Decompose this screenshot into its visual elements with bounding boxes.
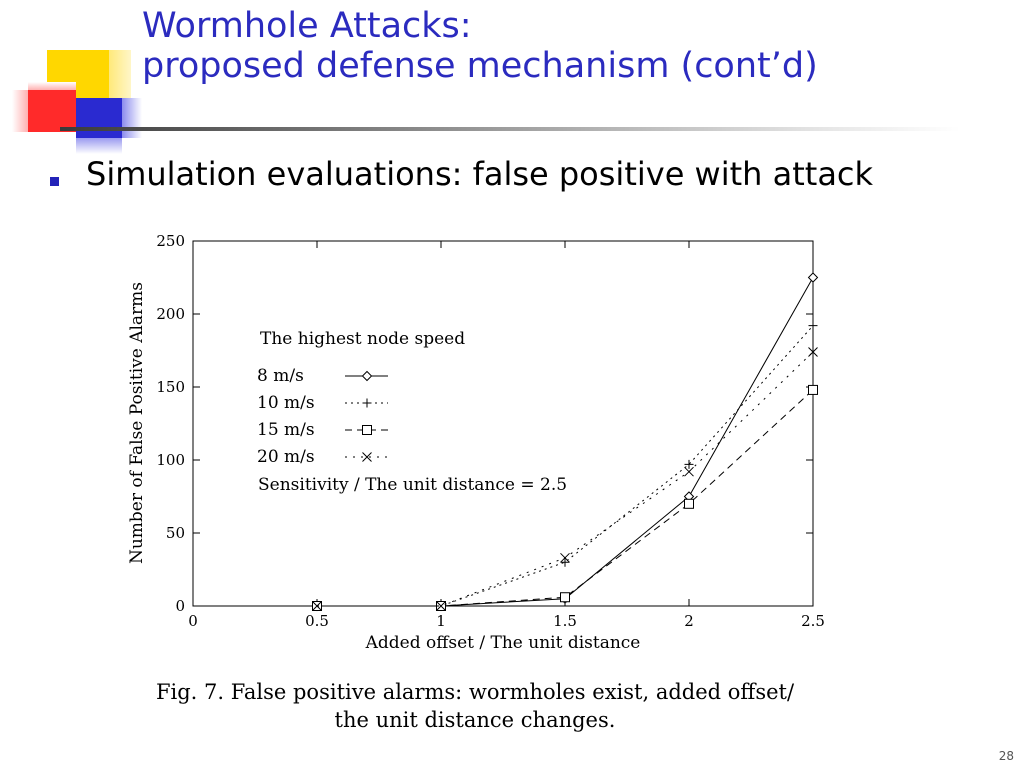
x-tick-label: 2 <box>684 612 694 630</box>
legend: The highest node speed 8 m/s 10 m/s 15 m/s… <box>257 329 465 467</box>
series-line-2 <box>317 389 814 607</box>
data-point-plus <box>362 398 372 408</box>
legend-label: 20 m/s <box>257 447 315 467</box>
slide-title: Wormhole Attacks: proposed defense mecha… <box>142 6 818 86</box>
title-line-2: proposed defense mechanism (cont’d) <box>142 46 818 86</box>
x-tick-label: 1.5 <box>553 612 577 630</box>
data-point-cross <box>560 552 570 563</box>
data-point-diamond <box>361 370 373 382</box>
deco-blue-square <box>76 98 122 138</box>
data-point-plus <box>808 321 818 331</box>
x-tick-label: 0 <box>188 612 198 630</box>
data-point-square <box>362 425 372 435</box>
y-axis-label: Number of False Positive Alarms <box>127 282 147 564</box>
series-line-1 <box>317 325 814 607</box>
data-point-plus <box>560 557 570 567</box>
caption-line-1: Fig. 7. False positive alarms: wormholes… <box>155 680 795 704</box>
x-axis-label: Added offset / The unit distance <box>365 633 641 653</box>
legend-label: 15 m/s <box>257 420 315 440</box>
legend-label: 8 m/s <box>257 366 304 386</box>
deco-red-glow-top <box>28 82 76 90</box>
data-point-diamond <box>807 272 819 283</box>
series-line-0 <box>317 277 814 607</box>
deco-red-square <box>28 90 76 132</box>
deco-blue-glow <box>122 98 142 138</box>
y-tick-label: 150 <box>156 378 185 396</box>
axis-ticks: 0 0.5 1 1.5 2 2.5 0 50 100 150 200 250 <box>156 232 825 630</box>
data-point-square <box>808 384 818 395</box>
bullet-icon <box>50 177 59 186</box>
data-point-square <box>684 498 694 509</box>
page-number: 28 <box>998 749 1014 763</box>
data-point-square <box>560 592 570 603</box>
title-line-1: Wormhole Attacks: <box>142 6 472 46</box>
data-point-cross <box>808 347 818 357</box>
x-tick-label: 2.5 <box>801 612 825 630</box>
figure-caption: Fig. 7. False positive alarms: wormholes… <box>120 678 830 734</box>
data-point-cross <box>312 601 322 611</box>
y-tick-label: 200 <box>156 305 185 323</box>
x-tick-label: 1 <box>436 612 446 630</box>
deco-blue-glow-bottom <box>76 138 122 154</box>
x-tick-label: 0.5 <box>305 612 329 630</box>
y-tick-label: 100 <box>156 451 185 469</box>
caption-line-2: the unit distance changes. <box>334 708 616 732</box>
y-tick-label: 50 <box>166 524 185 542</box>
legend-title: The highest node speed <box>260 329 465 349</box>
data-point-cross <box>436 601 446 611</box>
plot-frame <box>192 240 814 607</box>
data-point-cross <box>362 452 372 462</box>
deco-yellow-glow <box>109 50 131 106</box>
series-group <box>311 272 819 612</box>
bullet-text: Simulation evaluations: false positive w… <box>86 155 874 193</box>
legend-label: 10 m/s <box>257 393 315 413</box>
y-tick-label: 250 <box>156 232 185 250</box>
line-chart: 0 0.5 1 1.5 2 2.5 0 50 100 150 200 250 The highest … <box>127 232 825 653</box>
chart-annotation: Sensitivity / The unit distance = 2.5 <box>258 475 567 495</box>
deco-red-glow-left <box>12 90 28 132</box>
data-point-cross <box>684 466 694 477</box>
y-tick-label: 0 <box>175 597 185 615</box>
data-point-plus <box>684 459 694 469</box>
title-divider <box>60 127 960 131</box>
